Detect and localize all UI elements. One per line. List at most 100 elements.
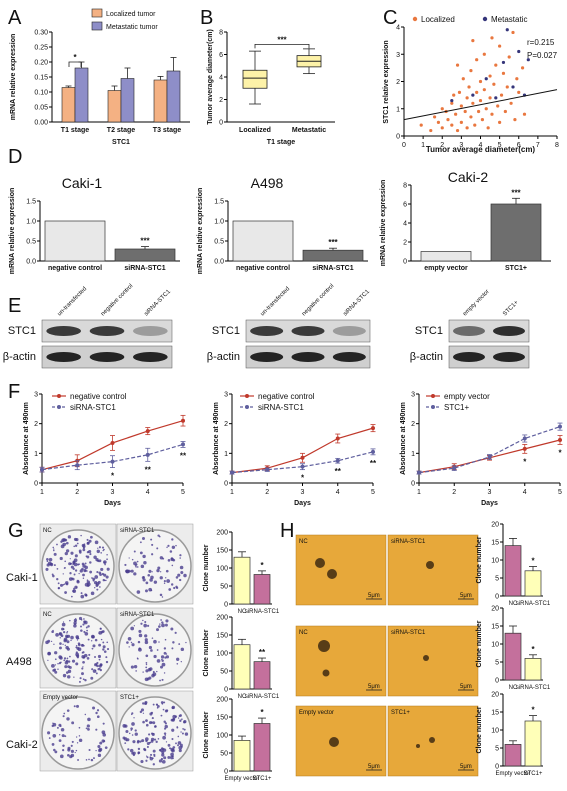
x-tick-label: 1 <box>40 489 44 496</box>
sig-bracket <box>68 61 82 67</box>
y-tick-label: 0.15 <box>34 75 48 82</box>
agar-field <box>295 534 387 606</box>
scatter-point <box>440 107 444 111</box>
colony <box>177 741 182 745</box>
colony <box>322 669 330 677</box>
colony <box>142 619 144 622</box>
blot-3: STC1 β-actin empty vector STC1+ <box>410 289 530 369</box>
scatter-point <box>450 123 454 127</box>
colony <box>51 663 55 668</box>
field-label: Empty vector <box>299 710 334 716</box>
x-tick-label: 4 <box>146 489 150 496</box>
colony <box>179 743 183 747</box>
blot-1: STC1 β-actin un-transfected negative contro… <box>3 283 172 369</box>
colony <box>95 672 98 675</box>
colony <box>76 579 80 583</box>
colony <box>73 562 78 567</box>
colony <box>157 705 160 708</box>
colony <box>69 572 72 575</box>
colony <box>76 704 80 708</box>
colony <box>59 556 63 561</box>
colony <box>65 549 70 553</box>
x-tick-label: negative control <box>48 265 102 272</box>
colony <box>87 582 91 587</box>
sig-star: *** <box>511 188 521 197</box>
y-tick-label: 3 <box>411 392 415 399</box>
agar-grid: NC 5μm siRNA-STC1 5μm NC 5μm siRNA-STC1 5μm Empt… <box>295 534 479 777</box>
colony <box>138 629 142 633</box>
blot-band <box>493 352 525 362</box>
colony <box>152 672 157 677</box>
colony <box>137 747 141 751</box>
colony <box>160 655 165 659</box>
blot-band <box>89 352 125 362</box>
y-tick-label: 1.5 <box>26 199 36 206</box>
field-label: STC1+ <box>391 710 410 716</box>
colony <box>75 636 79 640</box>
colony <box>54 670 58 674</box>
x-tick-label: 1 <box>230 489 234 496</box>
scatter-point <box>475 58 479 62</box>
colony <box>106 641 109 644</box>
colony <box>148 676 152 680</box>
colony <box>76 542 79 545</box>
colony <box>54 664 57 666</box>
colony <box>101 546 105 549</box>
colony <box>164 722 168 725</box>
colony <box>156 569 160 573</box>
y-axis-label: mRNA relative expression <box>197 188 204 275</box>
colony <box>102 645 106 649</box>
y-tick-label: 1.0 <box>214 219 224 226</box>
colony <box>64 665 68 669</box>
colony <box>57 663 59 665</box>
colony <box>142 554 146 559</box>
colony <box>145 654 149 658</box>
colony <box>165 655 170 659</box>
colony <box>85 626 88 629</box>
colony <box>68 562 72 566</box>
y-tick-label: 0 <box>219 120 223 127</box>
scatter-point <box>511 30 515 35</box>
colony <box>86 541 90 545</box>
colony <box>104 563 106 566</box>
colony <box>156 649 159 651</box>
scatter-point <box>454 112 458 116</box>
y-tick-label: 2 <box>224 421 228 428</box>
row-label: Caki-1 <box>6 572 38 584</box>
colony <box>144 640 149 645</box>
colony <box>52 546 55 549</box>
colony <box>171 737 174 741</box>
colony <box>152 763 155 766</box>
colony <box>79 569 83 573</box>
colony <box>62 715 65 718</box>
colony <box>57 668 59 670</box>
dish <box>118 529 192 603</box>
x-tick-label: STC1+ <box>505 265 527 272</box>
colony <box>55 632 59 637</box>
colony <box>168 588 172 591</box>
colony <box>92 636 95 639</box>
colony <box>95 711 98 715</box>
y-tick-label: 0 <box>495 764 499 771</box>
colony <box>80 619 83 621</box>
colony <box>167 544 170 547</box>
colony <box>174 631 177 634</box>
colony <box>99 627 102 630</box>
scatter-point <box>459 104 463 108</box>
bar <box>524 570 542 597</box>
x-tick-label: 4 <box>336 489 340 496</box>
colony <box>66 717 70 721</box>
colony <box>131 734 134 736</box>
colony <box>59 642 62 645</box>
x-axis-label: Days <box>481 500 498 507</box>
x-tick-label: 4 <box>479 142 483 149</box>
colony <box>45 640 49 645</box>
colony <box>71 595 73 598</box>
colony <box>179 714 182 717</box>
colony <box>145 581 149 585</box>
colony <box>426 561 434 569</box>
colony <box>178 643 181 645</box>
colony <box>136 566 139 568</box>
colony <box>93 757 95 760</box>
